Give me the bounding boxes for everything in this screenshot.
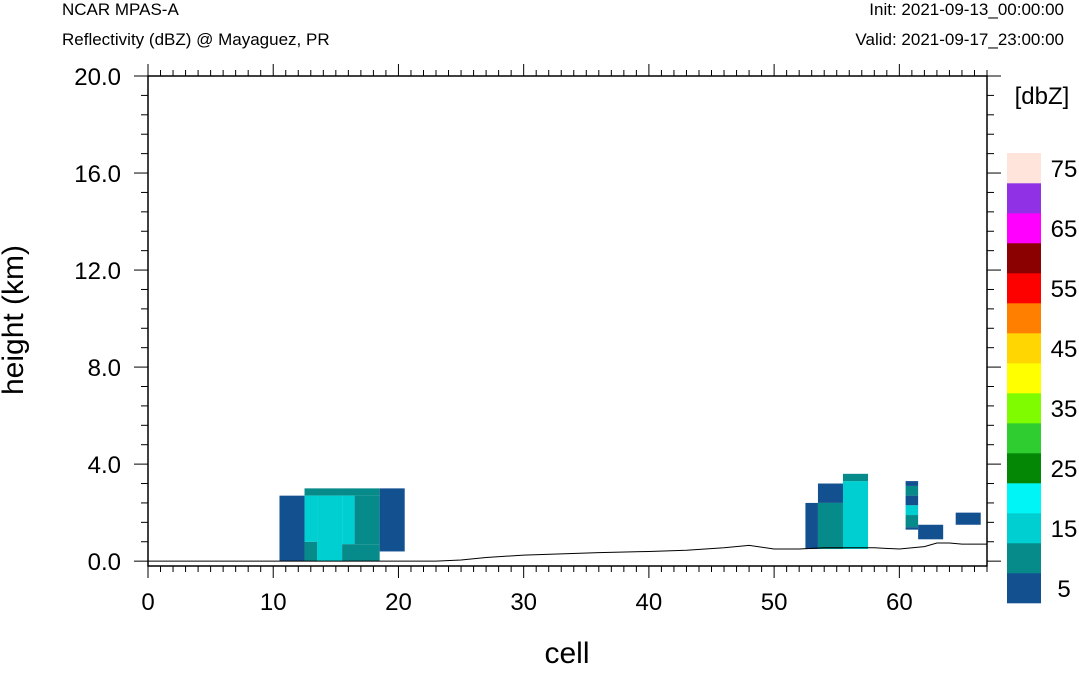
reflectivity-cell — [905, 527, 919, 530]
x-tick-label: 10 — [260, 589, 287, 616]
y-tick-label: 0.0 — [88, 549, 121, 576]
colorbar-swatch — [1007, 393, 1041, 424]
field-subtitle: Reflectivity (dBZ) @ Mayaguez, PR — [62, 30, 330, 49]
plot-border — [147, 75, 988, 567]
y-axis-label: height (km) — [0, 245, 30, 395]
colorbar-swatch — [1007, 273, 1041, 304]
reflectivity-cell — [317, 495, 343, 562]
reflectivity-cell — [905, 481, 919, 486]
colorbar-tick-label: 45 — [1051, 336, 1078, 363]
reflectivity-cell — [842, 481, 869, 550]
reflectivity-cell — [817, 483, 843, 503]
x-tick-label: 30 — [510, 589, 537, 616]
init-time: Init: 2021-09-13_00:00:00 — [869, 0, 1064, 19]
reflectivity-cell — [304, 541, 318, 562]
colorbar-swatch — [1007, 213, 1041, 244]
reflectivity-cells — [279, 473, 981, 562]
colorbar-tick-label: 55 — [1051, 276, 1078, 303]
colorbar-swatch — [1007, 333, 1041, 364]
colorbar-swatch — [1007, 543, 1041, 574]
terrain-line — [148, 542, 987, 562]
colorbar-swatch — [1007, 423, 1041, 454]
y-tick-label: 12.0 — [74, 258, 121, 285]
y-tick-label: 16.0 — [74, 161, 121, 188]
colorbar-swatch — [1007, 453, 1041, 484]
colorbar-swatch — [1007, 303, 1041, 334]
reflectivity-cell — [805, 502, 818, 550]
y-axis: 0.0 4.0 8.0 12.0 16.0 20.0 — [74, 64, 1001, 576]
reflectivity-cell — [955, 512, 981, 525]
reflectivity-cell — [905, 505, 919, 516]
x-axis: 0 10 20 30 40 50 60 — [141, 64, 988, 616]
reflectivity-cell — [918, 524, 944, 540]
colorbar-tick-label: 25 — [1051, 456, 1078, 483]
terrain-polyline — [148, 542, 987, 562]
colorbar-tick-label: 75 — [1051, 156, 1078, 183]
colorbar-tick-label: 65 — [1051, 216, 1078, 243]
colorbar-swatch — [1007, 153, 1041, 184]
y-tick-label: 4.0 — [88, 452, 121, 479]
reflectivity-cell — [905, 485, 919, 496]
colorbar-tick-label: 15 — [1051, 516, 1078, 543]
reflectivity-cell — [342, 544, 380, 562]
model-title: NCAR MPAS-A — [62, 0, 179, 19]
colorbar-unit-label: [dbZ] — [1015, 83, 1070, 110]
colorbar-tick-label: 35 — [1051, 396, 1078, 423]
reflectivity-cell — [817, 502, 843, 550]
colorbar-swatch — [1007, 243, 1041, 274]
y-tick-label: 20.0 — [74, 64, 121, 91]
y-tick-label: 8.0 — [88, 355, 121, 382]
x-tick-label: 20 — [385, 589, 412, 616]
x-tick-label: 50 — [761, 589, 788, 616]
reflectivity-cell — [304, 488, 380, 496]
colorbar-swatch — [1007, 513, 1041, 544]
reflectivity-cell — [342, 495, 355, 545]
colorbar-swatch — [1007, 183, 1041, 214]
x-tick-label: 0 — [141, 589, 154, 616]
reflectivity-cell — [304, 495, 318, 542]
colorbar-swatch — [1007, 363, 1041, 394]
colorbar: 5 15 25 35 45 55 65 75 — [1007, 153, 1078, 604]
reflectivity-cell — [842, 473, 869, 482]
colorbar-swatch — [1007, 483, 1041, 514]
x-tick-label: 60 — [886, 589, 913, 616]
valid-time: Valid: 2021-09-17_23:00:00 — [855, 30, 1064, 49]
reflectivity-cell — [379, 488, 405, 552]
colorbar-tick-label: 5 — [1057, 576, 1070, 603]
x-tick-label: 40 — [636, 589, 663, 616]
reflectivity-cell — [905, 495, 919, 506]
reflectivity-cell — [354, 495, 380, 545]
plot-frame — [147, 75, 988, 567]
colorbar-swatch — [1007, 573, 1041, 604]
reflectivity-cell — [279, 495, 305, 562]
x-axis-label: cell — [544, 637, 589, 670]
reflectivity-cell — [905, 515, 919, 528]
